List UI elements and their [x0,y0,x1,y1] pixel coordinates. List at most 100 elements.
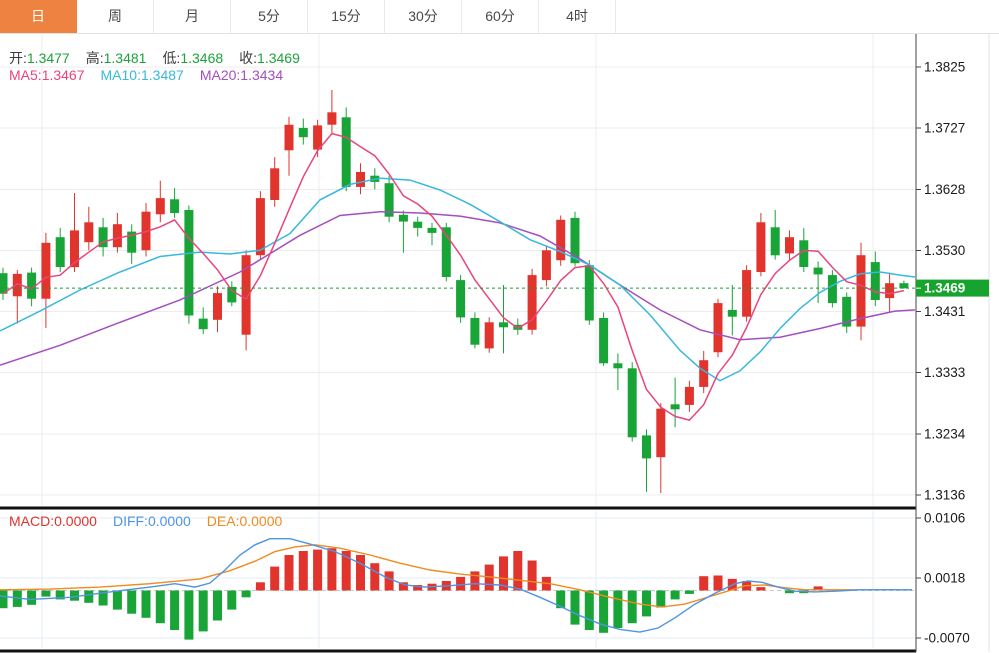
candle-body [341,117,351,187]
ma-legend: MA5:1.3467 MA10:1.3487 MA20:1.3434 [9,67,299,83]
ohlc-item: 高:1.3481 [86,50,147,66]
candle-body [384,183,394,217]
price-tick-label: 1.3234 [924,427,966,442]
tab-timeframe-4[interactable]: 15分 [308,0,385,33]
macd-histogram-bar [341,551,351,591]
candle-body [155,198,165,215]
candle-body [484,322,494,349]
candle-body [541,250,551,281]
macd-value: 0.0000 [147,513,191,529]
macd-histogram-bar [456,576,466,591]
macd-histogram-bar [613,590,623,628]
macd-label: DEA: [206,513,240,529]
current-price-label: 1.3469 [924,281,965,296]
macd-histogram-bar [599,590,609,633]
candle-body [313,125,323,150]
macd-histogram-bar [98,590,108,606]
price-tick-label: 1.3628 [924,182,965,197]
macd-histogram-bar [684,590,694,594]
candle-body [756,222,766,272]
ma-value: 1.3487 [140,67,184,83]
macd-histogram-bar [398,582,408,591]
macd-histogram-bar [813,586,823,591]
candle-body [684,386,694,405]
candle-body [813,267,823,275]
macd-histogram-bar [670,590,680,600]
macd-histogram-bar [0,590,8,609]
candle-body [870,262,880,300]
candle-body [570,217,580,264]
macd-item: DIFF:0.0000 [113,513,191,529]
dea-line [0,544,912,608]
candle-body [198,318,208,330]
macd-histogram-bar [699,576,709,591]
macd-histogram-bar [556,590,566,609]
macd-item: DEA:0.0000 [207,513,283,529]
macd-histogram-bar [55,590,65,600]
ma-item: MA10:1.3487 [101,67,184,83]
macd-histogram-bar [141,590,151,618]
price-tick-label: 1.3825 [924,60,965,75]
candle-body [441,227,451,277]
macd-histogram-bar [470,571,480,591]
macd-histogram-bar [255,582,265,591]
ohlc-label: 高: [85,50,104,66]
candle-body [298,127,308,138]
candle-body [270,168,280,200]
tab-timeframe-5[interactable]: 30分 [385,0,462,33]
candle-body [642,435,651,459]
tab-timeframe-7[interactable]: 4时 [539,0,616,33]
macd-histogram-bar [413,585,423,591]
candle-body [284,124,294,151]
candle-body [627,368,637,438]
ohlc-value: 1.3477 [26,50,70,66]
candle-body [98,227,108,248]
ma10-line [0,177,916,382]
panel-separator [0,506,916,510]
candle-body [241,255,251,335]
macd-histogram-bar [785,590,794,594]
candle-body [184,209,194,316]
macd-histogram-bar [527,560,537,591]
macd-histogram-bar [642,590,651,617]
price-tick-label: 1.3530 [924,243,965,258]
tab-timeframe-6[interactable]: 60分 [462,0,539,33]
candle-body [84,222,94,243]
macd-tick-label: 0.0018 [924,571,965,586]
candle-body [398,214,408,222]
candle-body [699,360,709,387]
ma-value: 1.3467 [41,67,85,83]
current-price-label-box [916,279,989,297]
macd-histogram-bar [127,590,137,614]
macd-histogram-bar [184,590,194,640]
macd-histogram-bar [84,590,94,603]
candle-body [799,240,809,267]
tab-timeframe-2[interactable]: 月 [154,0,231,33]
macd-legend: MACD:0.0000 DIFF:0.0000 DEA:0.0000 [9,513,298,529]
macd-label: MACD: [9,513,55,529]
ma-value: 1.3434 [240,67,284,83]
macd-histogram-bar [270,566,280,591]
macd-histogram-bar [155,590,165,624]
candle-body [327,112,337,125]
macd-tick-label: 0.0106 [924,511,965,526]
macd-histogram-bar [713,575,723,591]
candle-body [127,231,137,253]
ohlc-value: 1.3481 [103,50,147,66]
tab-timeframe-1[interactable]: 周 [77,0,154,33]
ma-item: MA20:1.3434 [200,67,283,83]
price-tick-label: 1.3431 [924,304,965,319]
macd-histogram-bar [584,590,594,630]
macd-value: 0.0000 [239,513,283,529]
candle-body [613,363,623,369]
ohlc-label: 低: [162,50,181,66]
macd-item: MACD:0.0000 [9,513,97,529]
candle-body [27,272,37,299]
candle-body [584,265,594,321]
tab-timeframe-0[interactable]: 日 [0,0,77,33]
candle-body [41,242,51,299]
tab-timeframe-3[interactable]: 5分 [231,0,308,33]
macd-histogram-bar [499,556,508,591]
ohlc-item: 低:1.3468 [162,50,223,66]
